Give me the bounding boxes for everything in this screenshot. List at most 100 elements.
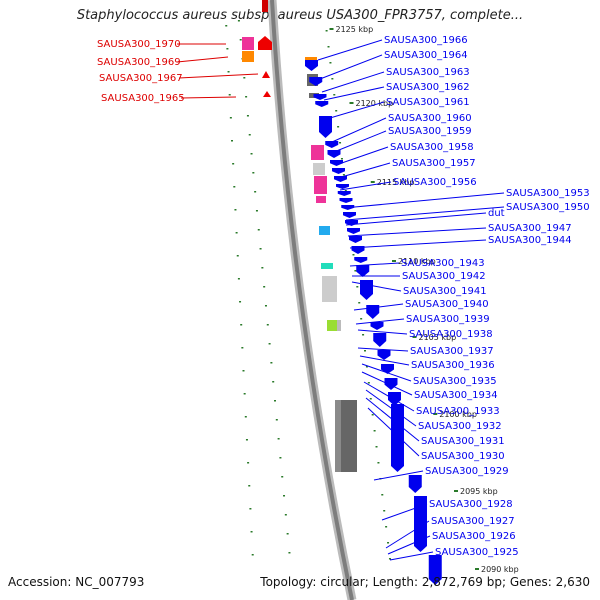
- gene-label-21[interactable]: SAUSA300_1941: [403, 286, 487, 297]
- forward-gene-32[interactable]: [428, 555, 442, 585]
- length-label: Length:: [372, 575, 419, 589]
- track-dot: [329, 62, 332, 64]
- track-dot: [383, 510, 386, 512]
- track-dot: [248, 485, 251, 487]
- gene-1956[interactable]: [314, 176, 327, 194]
- gene-1965[interactable]: [263, 91, 271, 97]
- gene-label-7[interactable]: SAUSA300_1962: [386, 82, 470, 93]
- gene-label-13[interactable]: SAUSA300_1956: [393, 177, 477, 188]
- forward-gene-23[interactable]: [370, 322, 384, 330]
- gene-1941[interactable]: [322, 276, 337, 302]
- gene-label-34[interactable]: SAUSA300_1928: [429, 499, 513, 510]
- forward-gene-29[interactable]: [391, 404, 404, 472]
- gene-label-33[interactable]: SAUSA300_1929: [425, 466, 509, 477]
- gene-label-22[interactable]: SAUSA300_1940: [405, 299, 489, 310]
- forward-gene-17[interactable]: [349, 236, 362, 243]
- gene-label-28[interactable]: SAUSA300_1934: [414, 390, 498, 401]
- gene-1947[interactable]: [319, 226, 330, 235]
- gene-label-6[interactable]: SAUSA300_1963: [386, 67, 470, 78]
- track-dot: [385, 526, 388, 528]
- gene-label-27[interactable]: SAUSA300_1935: [413, 376, 497, 387]
- gene-label-18[interactable]: SAUSA300_1944: [488, 235, 572, 246]
- track-dot: [246, 115, 249, 117]
- gene-1970[interactable]: [242, 37, 254, 50]
- position-ticks: 2125 kbp 2120 kbp 2115 kbp 2110 kbp 2105 kbp…: [329, 25, 519, 574]
- gene-label-8[interactable]: SAUSA300_1961: [386, 97, 470, 108]
- forward-gene-10[interactable]: [336, 184, 349, 189]
- gene-1958[interactable]: [311, 145, 324, 160]
- gene-label-32[interactable]: SAUSA300_1930: [421, 451, 505, 462]
- track-dot: [233, 186, 236, 188]
- forward-gene-6[interactable]: [327, 150, 341, 158]
- forward-gene-3[interactable]: [315, 101, 329, 107]
- gene-label-16[interactable]: dut: [488, 208, 505, 219]
- gene-label-11[interactable]: SAUSA300_1958: [390, 142, 474, 153]
- gene-label-12[interactable]: SAUSA300_1957: [392, 158, 476, 169]
- forward-gene-21[interactable]: [360, 280, 373, 300]
- forward-gene-11[interactable]: [337, 191, 351, 196]
- gene-1943[interactable]: [321, 263, 333, 269]
- track-dot: [354, 270, 357, 272]
- gene-label-4[interactable]: SAUSA300_1966: [384, 35, 468, 46]
- gene-label-9[interactable]: SAUSA300_1960: [388, 113, 472, 124]
- forward-gene-1[interactable]: [309, 77, 323, 86]
- gene-label-24[interactable]: SAUSA300_1938: [409, 329, 493, 340]
- backbone: [262, 0, 357, 600]
- forward-gene-19[interactable]: [354, 257, 368, 263]
- forward-gene-20[interactable]: [356, 265, 370, 277]
- track-dot: [331, 78, 334, 80]
- gene-1955[interactable]: [316, 196, 326, 203]
- gene-1969[interactable]: [242, 51, 254, 62]
- gene-label-31[interactable]: SAUSA300_1931: [421, 436, 505, 447]
- gene-label-20[interactable]: SAUSA300_1942: [402, 271, 486, 282]
- gene-1957[interactable]: [313, 163, 325, 175]
- track-dot: [268, 343, 271, 345]
- forward-gene-0[interactable]: [305, 60, 318, 71]
- forward-gene-2[interactable]: [313, 94, 327, 100]
- forward-gene-12[interactable]: [339, 198, 353, 203]
- gene-label-5[interactable]: SAUSA300_1964: [384, 50, 468, 61]
- forward-gene-9[interactable]: [334, 176, 347, 182]
- gene-label-29[interactable]: SAUSA300_1933: [416, 406, 500, 417]
- track-dot: [369, 398, 372, 400]
- track-dot: [365, 366, 368, 368]
- forward-gene-28[interactable]: [388, 392, 401, 406]
- forward-gene-30[interactable]: [408, 475, 422, 493]
- gene-label-36[interactable]: SAUSA300_1926: [432, 531, 516, 542]
- forward-gene-14[interactable]: [343, 212, 356, 218]
- forward-gene-25[interactable]: [377, 350, 391, 360]
- gene-label-14[interactable]: SAUSA300_1953: [506, 188, 590, 199]
- forward-gene-31[interactable]: [414, 496, 427, 552]
- label-connector: [357, 347, 409, 352]
- track-dot: [371, 414, 374, 416]
- gene-label-2[interactable]: SAUSA300_1967: [99, 73, 183, 84]
- gene-label-10[interactable]: SAUSA300_1959: [388, 126, 472, 137]
- track-dot: [274, 400, 276, 402]
- track-dot: [239, 301, 242, 303]
- gene-1968[interactable]: [258, 36, 272, 50]
- gene-label-26[interactable]: SAUSA300_1936: [411, 360, 495, 371]
- forward-gene-8[interactable]: [332, 168, 345, 174]
- forward-gene-27[interactable]: [384, 378, 398, 390]
- gene-label-37[interactable]: SAUSA300_1925: [435, 547, 519, 558]
- gene-label-0[interactable]: SAUSA300_1970: [97, 39, 181, 50]
- forward-gene-4[interactable]: [319, 116, 332, 138]
- gene-label-17[interactable]: SAUSA300_1947: [488, 223, 572, 234]
- gene-1939b[interactable]: [337, 320, 341, 331]
- gene-label-35[interactable]: SAUSA300_1927: [431, 516, 515, 527]
- forward-gene-7[interactable]: [330, 160, 343, 166]
- gene-1967[interactable]: [262, 71, 270, 78]
- forward-gene-5[interactable]: [325, 141, 339, 148]
- gene-1939[interactable]: [327, 320, 337, 331]
- forward-gene-16[interactable]: [347, 228, 360, 234]
- track-dot: [237, 20, 240, 22]
- gene-label-25[interactable]: SAUSA300_1937: [410, 346, 494, 357]
- gene-label-1[interactable]: SAUSA300_1969: [97, 57, 181, 68]
- forward-gene-24[interactable]: [373, 333, 387, 347]
- gene-label-3[interactable]: SAUSA300_1965: [101, 93, 185, 104]
- gene-label-19[interactable]: SAUSA300_1943: [401, 258, 485, 269]
- gene-label-30[interactable]: SAUSA300_1932: [418, 421, 502, 432]
- gene-label-23[interactable]: SAUSA300_1939: [406, 314, 490, 325]
- gene-label-15[interactable]: SAUSA300_1950: [506, 202, 590, 213]
